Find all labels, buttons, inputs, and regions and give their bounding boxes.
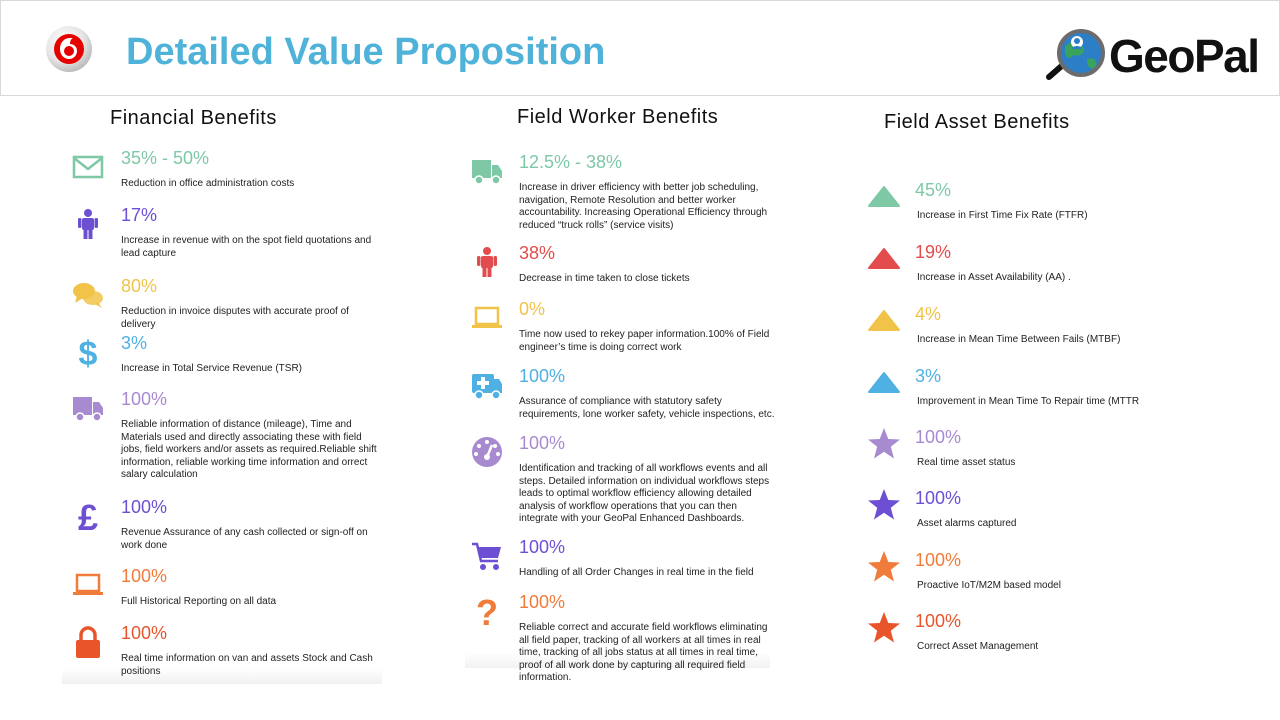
field-asset-benefits-heading: Field Asset Benefits (884, 111, 1070, 133)
benefit-description: Increase in driver efficiency with bette… (519, 182, 768, 231)
benefit-value: 17% (121, 205, 158, 225)
geopal-logo: GeoPal (1043, 23, 1263, 87)
ambulance-icon (470, 368, 504, 402)
benefit-value: 100% (121, 623, 168, 643)
field-worker-benefits-panel (465, 143, 770, 668)
benefit-description: Assurance of compliance with statutory s… (519, 396, 775, 420)
benefit-value: 0% (519, 299, 546, 319)
financial-benefits-panel (62, 140, 382, 684)
benefit-value: 100% (915, 488, 962, 508)
slide-header: Detailed Value Proposition GeoPal (0, 0, 1280, 96)
benefit-value: 12.5% - 38% (519, 152, 623, 172)
person-icon (470, 245, 504, 279)
triangle-icon (867, 180, 901, 214)
benefit-description: Handling of all Order Changes in real ti… (519, 567, 754, 578)
truck-icon (470, 154, 504, 188)
benefit-value: 100% (519, 592, 566, 612)
triangle-icon (867, 242, 901, 276)
benefit-description: Full Historical Reporting on all data (121, 596, 277, 607)
benefit-description: Increase in First Time Fix Rate (FTFR) (917, 210, 1088, 221)
benefit-value: 80% (121, 276, 158, 296)
star-icon (867, 550, 901, 584)
benefit-description: Reliable correct and accurate field work… (519, 622, 768, 683)
benefit-description: Real time information on van and assets … (121, 653, 373, 677)
benefit-description: Asset alarms captured (917, 518, 1017, 529)
benefit-value: 100% (915, 550, 962, 570)
benefit-description: Decrease in time taken to close tickets (519, 273, 690, 284)
star-icon (867, 488, 901, 522)
geopal-logo-text: GeoPal (1109, 30, 1260, 82)
benefit-description: Increase in Total Service Revenue (TSR) (121, 363, 303, 374)
benefit-description: Increase in Asset Availability (AA) . (917, 272, 1071, 283)
benefit-value: 19% (915, 242, 952, 262)
question-icon: ? (470, 592, 504, 633)
vodafone-logo (46, 26, 92, 72)
truck-icon (71, 391, 105, 425)
svg-text:?: ? (476, 594, 498, 628)
chat-bubbles-icon (71, 278, 105, 312)
benefit-value: 4% (915, 304, 942, 324)
financial-benefits-heading: Financial Benefits (110, 107, 277, 129)
dollar-icon: $ (71, 335, 105, 373)
benefit-description: Improvement in Mean Time To Repair time … (917, 396, 1140, 407)
benefit-description: Proactive IoT/M2M based model (917, 580, 1061, 591)
benefit-value: 100% (519, 537, 566, 557)
globe-magnifier-icon (1046, 29, 1105, 80)
benefit-description: Correct Asset Management (917, 641, 1039, 652)
svg-text:$: $ (79, 335, 98, 369)
benefit-description: Reliable information of distance (mileag… (121, 419, 377, 480)
benefit-description: Identification and tracking of all workf… (519, 463, 770, 524)
star-icon (867, 611, 901, 645)
person-icon (71, 207, 105, 241)
laptop-icon (470, 301, 504, 335)
benefit-value: 100% (121, 566, 168, 586)
benefit-value: 35% - 50% (121, 148, 210, 168)
benefit-value: 3% (915, 366, 942, 386)
pound-icon: £ (71, 497, 105, 538)
field-worker-benefits-heading: Field Worker Benefits (517, 106, 719, 128)
benefit-description: Reduction in office administration costs (121, 178, 295, 189)
benefit-value: 100% (519, 433, 566, 453)
lock-icon (71, 625, 105, 659)
triangle-icon (867, 366, 901, 400)
benefit-description: Revenue Assurance of any cash collected … (121, 527, 368, 551)
benefit-description: Increase in revenue with on the spot fie… (121, 235, 372, 259)
benefit-value: 100% (915, 611, 962, 631)
page-title: Detailed Value Proposition (126, 31, 606, 73)
benefit-value: 100% (121, 389, 168, 409)
laptop-icon (71, 568, 105, 602)
benefit-value: 100% (915, 427, 962, 447)
triangle-icon (867, 304, 901, 338)
benefit-value: 3% (121, 333, 148, 353)
benefit-value: 100% (519, 366, 566, 386)
benefit-description: Time now used to rekey paper information… (519, 329, 770, 353)
svg-text:£: £ (78, 499, 98, 533)
envelope-icon (71, 150, 105, 184)
benefit-value: 38% (519, 243, 556, 263)
benefit-description: Real time asset status (917, 457, 1016, 468)
dashboard-icon (470, 435, 504, 469)
cart-icon (470, 539, 504, 573)
benefit-description: Reduction in invoice disputes with accur… (121, 306, 349, 330)
star-icon (867, 427, 901, 461)
benefit-value: 45% (915, 180, 952, 200)
benefit-value: 100% (121, 497, 168, 517)
benefit-description: Increase in Mean Time Between Fails (MTB… (917, 334, 1121, 345)
